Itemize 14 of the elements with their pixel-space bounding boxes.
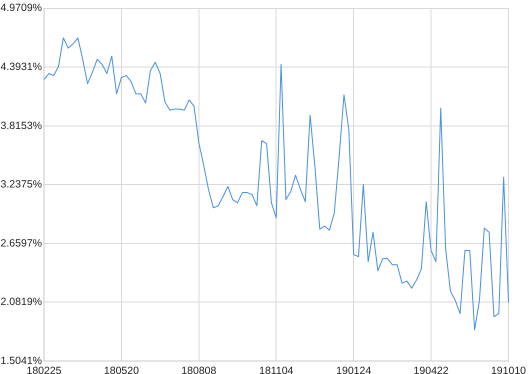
x-tick-label: 191010 [490, 365, 526, 374]
y-tick-label: 2.0819% [0, 296, 42, 308]
x-tick-label: 180520 [104, 365, 140, 374]
x-tick-label: 180225 [26, 365, 62, 374]
x-tick-label: 180808 [181, 365, 216, 374]
y-tick-label: 1.5041% [0, 354, 42, 367]
y-tick-label: 4.3931% [0, 60, 42, 73]
y-tick-label: 3.8153% [0, 120, 42, 132]
x-tick-label: 190124 [336, 365, 372, 374]
y-tick-label: 4.9709% [0, 2, 42, 14]
y-tick-label: 2.6597% [0, 237, 42, 250]
y-tick-label: 3.2375% [0, 178, 42, 191]
x-tick-label: 190422 [414, 365, 449, 374]
x-tick-label: 181104 [259, 365, 294, 374]
